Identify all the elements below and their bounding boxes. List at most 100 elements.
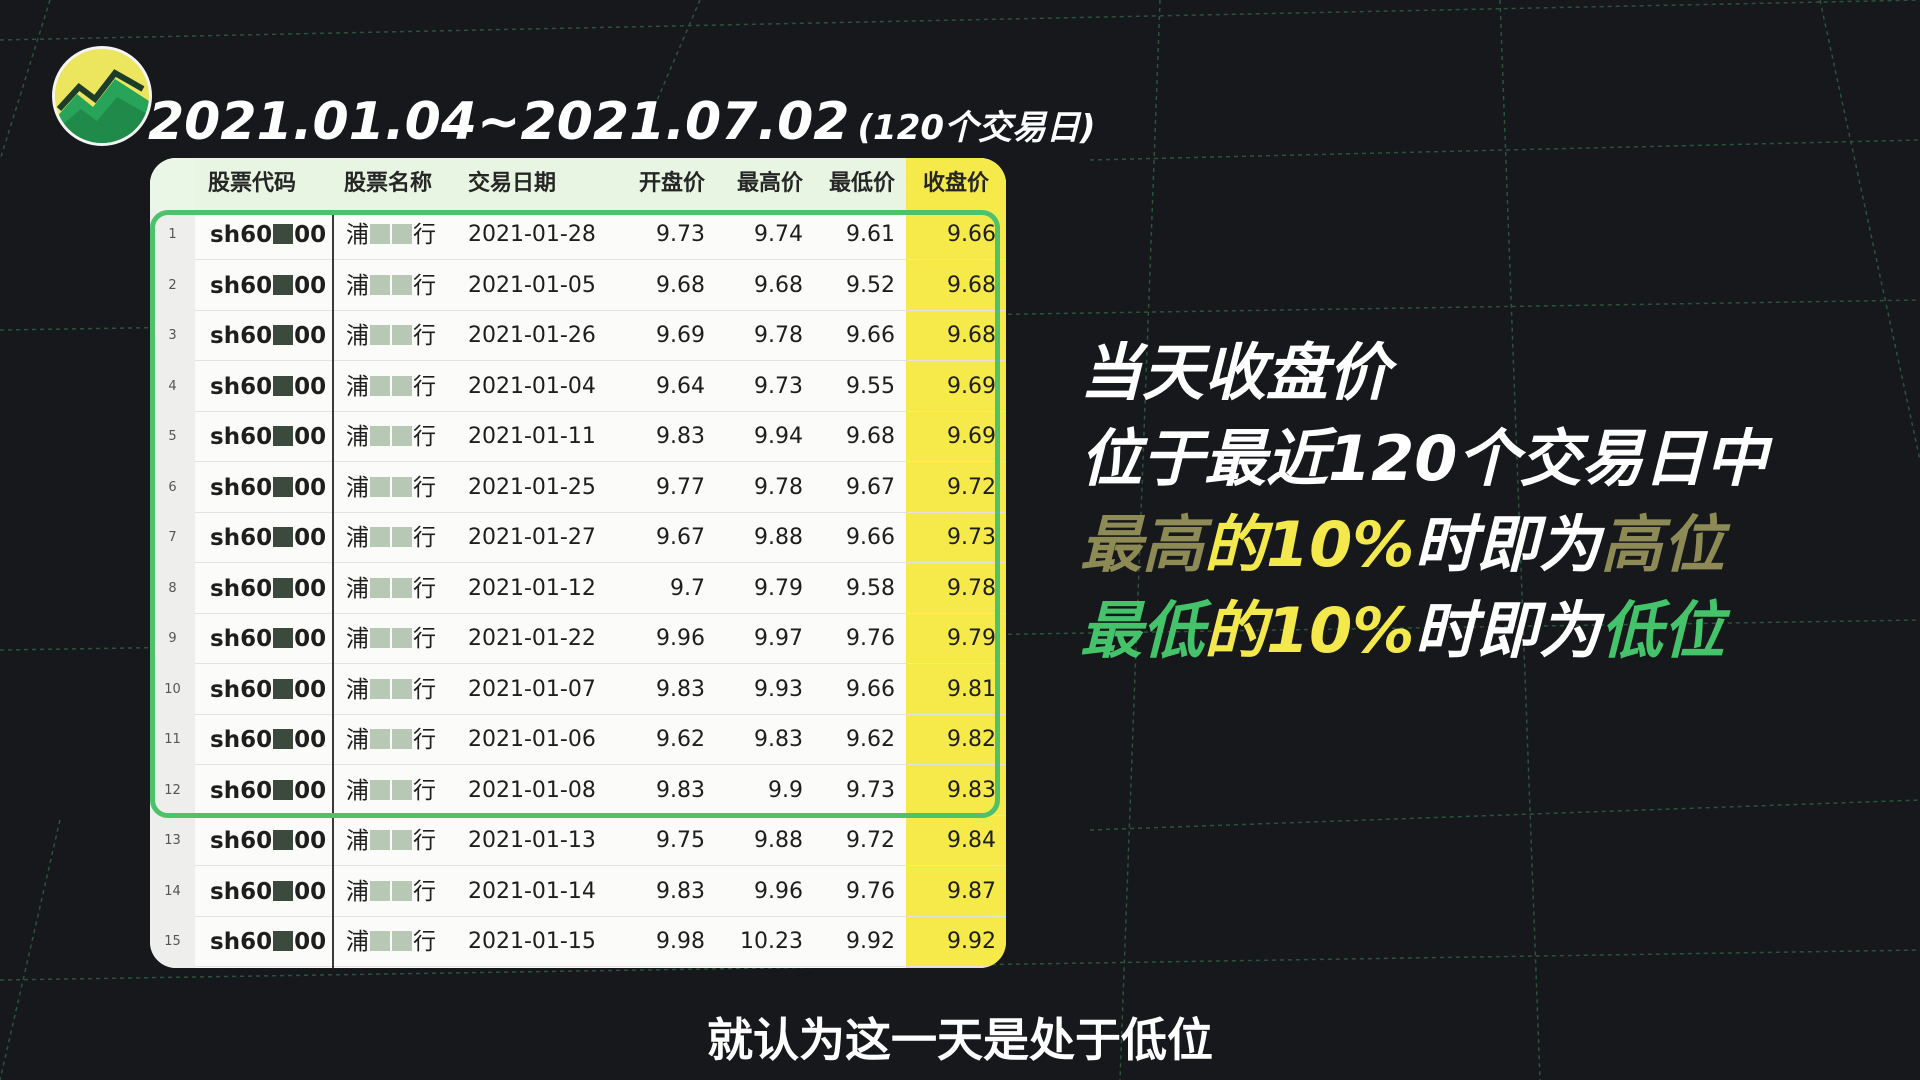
header-open-price[interactable]: 开盘价 [638,171,705,196]
stock-code-cell: sh60 00 [210,564,330,614]
stock-code-cell: sh60 00 [210,715,330,765]
table-row[interactable]: 2 sh60 00 浦行 2021-01-05 9.68 9.68 9.52 9.68 [150,261,1006,311]
close-price-column-highlight [906,158,1006,968]
explanation-line-2: 位于最近120个交易日中 [1080,422,1768,495]
stock-name-prefix: 浦 [346,424,369,450]
header-stock-code[interactable]: 股票代码 [208,171,297,196]
trade-date-cell: 2021-01-04 [468,373,596,399]
table-row[interactable]: 1 sh60 00 浦行 2021-01-28 9.73 9.74 9.61 9.66 [150,210,1006,260]
stock-name-prefix: 浦 [346,676,369,703]
redacted-mosaic [370,476,390,497]
stock-code-prefix: sh60 [210,222,273,248]
redacted-mosaic [273,628,294,648]
lowest-label: 最低 [1080,594,1205,667]
stock-code-cell: sh60 00 [210,766,330,816]
low-price-cell: 9.58 [846,575,895,601]
redacted-mosaic [273,325,294,345]
stock-name-suffix: 行 [413,828,436,854]
table-row[interactable]: 14 sh60 00 浦行 2021-01-14 9.83 9.96 9.76 9.87 [150,867,1006,917]
stock-code-prefix: sh60 [210,575,273,602]
stock-code-cell: sh60 00 [210,362,330,412]
open-price-cell: 9.75 [656,828,705,853]
date-range: 2021.01.04~2021.07.02 [148,92,850,152]
table-row[interactable]: 3 sh60 00 浦行 2021-01-26 9.69 9.78 9.66 9.68 [150,311,1006,361]
table-row[interactable]: 11 sh60 00 浦行 2021-01-06 9.62 9.83 9.62 9.82 [150,715,1006,765]
stock-code-prefix: sh60 [210,474,273,501]
high-price-cell: 9.79 [754,575,803,601]
table-row[interactable]: 9 sh60 00 浦行 2021-01-22 9.96 9.97 9.76 9.79 [150,614,1006,664]
subtitle-caption: 就认为这一天是处于低位 [707,1013,1213,1067]
stock-name-prefix: 浦 [346,575,369,602]
redacted-mosaic [370,779,390,800]
stock-name-prefix: 浦 [346,777,369,804]
low-price-cell: 9.55 [846,373,895,399]
stock-code-cell: sh60 00 [210,210,330,260]
stock-name-cell: 浦行 [346,917,446,967]
stock-name-prefix: 浦 [346,474,369,501]
stock-code-cell: sh60 00 [210,816,330,866]
close-price-cell: 9.72 [947,474,996,500]
row-index: 1 [168,227,177,242]
redacted-mosaic [370,628,390,648]
redacted-mosaic [392,779,412,800]
stock-name-suffix: 行 [413,929,436,955]
redacted-mosaic [392,224,412,244]
table-row[interactable]: 6 sh60 00 浦行 2021-01-25 9.77 9.78 9.67 9.72 [150,463,1006,513]
table-row[interactable]: 10 sh60 00 浦行 2021-01-07 9.83 9.93 9.66 9.81 [150,665,1006,715]
row-index: 11 [164,732,181,747]
table-row[interactable]: 5 sh60 00 浦行 2021-01-11 9.83 9.94 9.68 9.69 [150,412,1006,462]
redacted-mosaic [370,274,390,295]
header-low-price[interactable]: 最低价 [828,171,895,196]
stock-name-cell: 浦行 [346,816,446,866]
stock-name-prefix: 浦 [346,828,369,854]
high-price-cell: 9.83 [754,727,803,752]
row-index: 5 [168,429,177,444]
close-price-cell: 9.81 [947,676,996,702]
table-row[interactable]: 8 sh60 00 浦行 2021-01-12 9.7 9.79 9.58 9.78 [150,564,1006,614]
stock-code-suffix: 00 [294,727,327,753]
table-row[interactable]: 13 sh60 00 浦行 2021-01-13 9.75 9.88 9.72 9.84 [150,816,1006,866]
stock-name-cell: 浦行 [346,867,446,917]
table-row[interactable]: 4 sh60 00 浦行 2021-01-04 9.64 9.73 9.55 9.69 [150,362,1006,412]
row-index: 2 [168,277,177,293]
row-index: 13 [164,833,181,848]
low-price-cell: 9.62 [846,727,895,752]
redacted-mosaic [370,426,390,446]
stock-code-suffix: 00 [294,676,327,703]
row-index: 10 [164,681,181,697]
redacted-mosaic [273,678,294,699]
highest-label: 最高 [1080,508,1205,581]
redacted-mosaic [392,678,412,699]
stock-name-prefix: 浦 [346,272,369,299]
explanation-text: 当天收盘价 位于最近120个交易日中 最高的10%时即为高位 最低的10%时即为… [1080,330,1767,674]
explanation-line-3: 最高的10%时即为高位 [1080,502,1767,588]
high-price-cell: 9.88 [754,828,803,853]
redacted-mosaic [370,880,390,901]
stock-code-cell: sh60 00 [210,412,330,462]
header-high-price[interactable]: 最高价 [736,171,803,196]
stock-name-prefix: 浦 [346,373,369,400]
header-stock-name[interactable]: 股票名称 [344,171,433,196]
stock-chart-logo-icon [52,46,152,146]
stock-name-prefix: 浦 [346,222,369,248]
close-price-cell: 9.68 [947,272,996,298]
stock-data-table: 股票代码 股票名称 交易日期 开盘价 最高价 最低价 收盘价 1 sh60 00 浦行… [150,158,1006,968]
stock-name-suffix: 行 [413,424,436,450]
table-row[interactable]: 7 sh60 00 浦行 2021-01-27 9.67 9.88 9.66 9.73 [150,513,1006,563]
low-price-cell: 9.66 [846,676,895,702]
header-trade-date[interactable]: 交易日期 [468,171,557,196]
stock-name-prefix: 浦 [346,929,369,955]
redacted-mosaic [392,476,412,497]
close-price-cell: 9.82 [947,727,996,752]
high-price-cell: 9.78 [754,474,803,500]
open-price-cell: 9.83 [656,777,705,803]
close-price-cell: 9.87 [947,878,996,904]
table-row[interactable]: 15 sh60 00 浦行 2021-01-15 9.98 10.23 9.92 9.92 [150,917,1006,967]
header-close-price[interactable]: 收盘价 [906,158,1006,210]
row-index: 15 [164,934,181,949]
stock-code-cell: sh60 00 [210,513,330,563]
high-price-cell: 9.74 [754,222,803,247]
table-row[interactable]: 12 sh60 00 浦行 2021-01-08 9.83 9.9 9.73 9.83 [150,766,1006,816]
high-price-cell: 9.93 [754,676,803,702]
stock-name-cell: 浦行 [346,210,446,260]
